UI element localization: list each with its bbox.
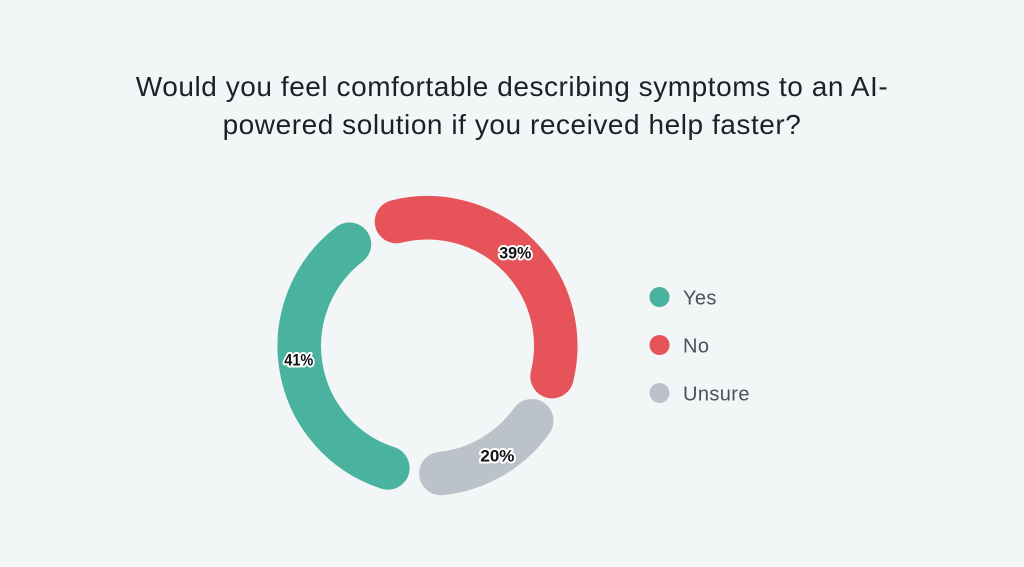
svg-text:39%: 39% (499, 245, 531, 263)
svg-text:No: No (683, 336, 709, 358)
svg-text:Unsure: Unsure (683, 384, 750, 406)
svg-text:Yes: Yes (683, 288, 717, 310)
svg-text:20%: 20% (480, 448, 514, 466)
svg-text:41%: 41% (284, 351, 313, 369)
